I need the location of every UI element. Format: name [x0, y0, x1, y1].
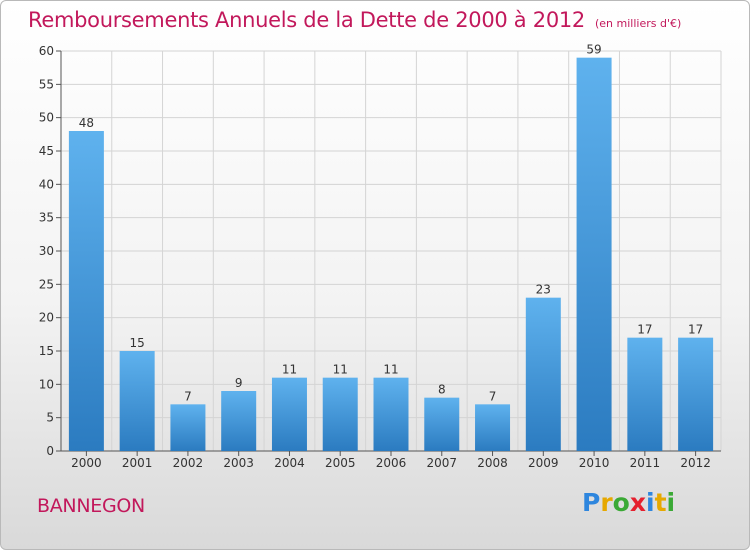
- x-tick-label: 2011: [630, 456, 661, 470]
- x-tick-label: 2009: [528, 456, 559, 470]
- y-tick-label: 25: [39, 277, 54, 291]
- logo-letter: P: [582, 488, 601, 517]
- chart-unit: (en milliers d'€): [595, 17, 682, 30]
- bar: [119, 351, 155, 451]
- logo-letter: o: [612, 488, 630, 517]
- y-tick-label: 15: [39, 344, 54, 358]
- y-tick-label: 30: [39, 244, 54, 258]
- bar: [627, 337, 663, 451]
- data-label: 8: [438, 383, 446, 397]
- chart-title: Remboursements Annuels de la Dette de 20…: [28, 8, 681, 32]
- data-label: 15: [130, 336, 145, 350]
- x-tick-label: 2004: [274, 456, 305, 470]
- x-tick-label: 2007: [426, 456, 457, 470]
- data-label: 23: [536, 283, 551, 297]
- x-tick-label: 2003: [223, 456, 254, 470]
- bar: [322, 377, 358, 451]
- logo-letter: t: [654, 488, 667, 517]
- data-label: 48: [79, 116, 94, 130]
- bar: [678, 337, 714, 451]
- logo-letter: i: [666, 488, 676, 517]
- bar: [424, 397, 460, 451]
- x-tick-label: 2010: [579, 456, 610, 470]
- y-tick-label: 50: [39, 111, 54, 125]
- data-label: 9: [235, 376, 243, 390]
- y-tick-label: 40: [39, 177, 54, 191]
- x-tick-label: 2001: [122, 456, 153, 470]
- y-tick-label: 35: [39, 211, 54, 225]
- data-label: 11: [282, 363, 297, 377]
- bar: [576, 57, 612, 452]
- data-label: 7: [184, 389, 192, 403]
- data-label: 7: [489, 389, 497, 403]
- bar: [525, 297, 561, 451]
- data-label: 59: [586, 43, 601, 57]
- bar: [170, 404, 206, 451]
- data-label: 11: [383, 363, 398, 377]
- bar: [221, 391, 257, 451]
- logo-letter: r: [600, 488, 613, 517]
- y-tick-label: 60: [39, 44, 54, 58]
- logo-letter: i: [646, 488, 655, 517]
- x-tick-label: 2008: [477, 456, 508, 470]
- logo-letter: x: [629, 488, 646, 517]
- bars: [68, 57, 714, 452]
- y-tick-label: 5: [46, 411, 54, 425]
- bar: [271, 377, 307, 451]
- y-tick-label: 20: [39, 311, 54, 325]
- x-tick-label: 2012: [680, 456, 711, 470]
- bar: [68, 131, 104, 451]
- data-labels: 48 15 7 9 11 11 11 8 7 23 59 17 17: [79, 43, 704, 404]
- chart-title-text: Remboursements Annuels de la Dette de 20…: [28, 8, 585, 32]
- x-tick-label: 2002: [173, 456, 204, 470]
- y-tick-label: 0: [46, 444, 54, 458]
- bar: [475, 404, 511, 451]
- commune-name: BANNEGON: [37, 495, 145, 517]
- x-tick-label: 2000: [71, 456, 102, 470]
- data-label: 17: [637, 323, 652, 337]
- data-label: 17: [688, 323, 703, 337]
- data-label: 11: [333, 363, 348, 377]
- bar: [373, 377, 409, 451]
- y-tick-label: 55: [39, 77, 54, 91]
- x-tick-label: 2005: [325, 456, 356, 470]
- y-tick-label: 10: [39, 377, 54, 391]
- x-tick-label: 2006: [376, 456, 407, 470]
- proxiti-logo[interactable]: Proxiti: [582, 488, 675, 517]
- y-tick-label: 45: [39, 144, 54, 158]
